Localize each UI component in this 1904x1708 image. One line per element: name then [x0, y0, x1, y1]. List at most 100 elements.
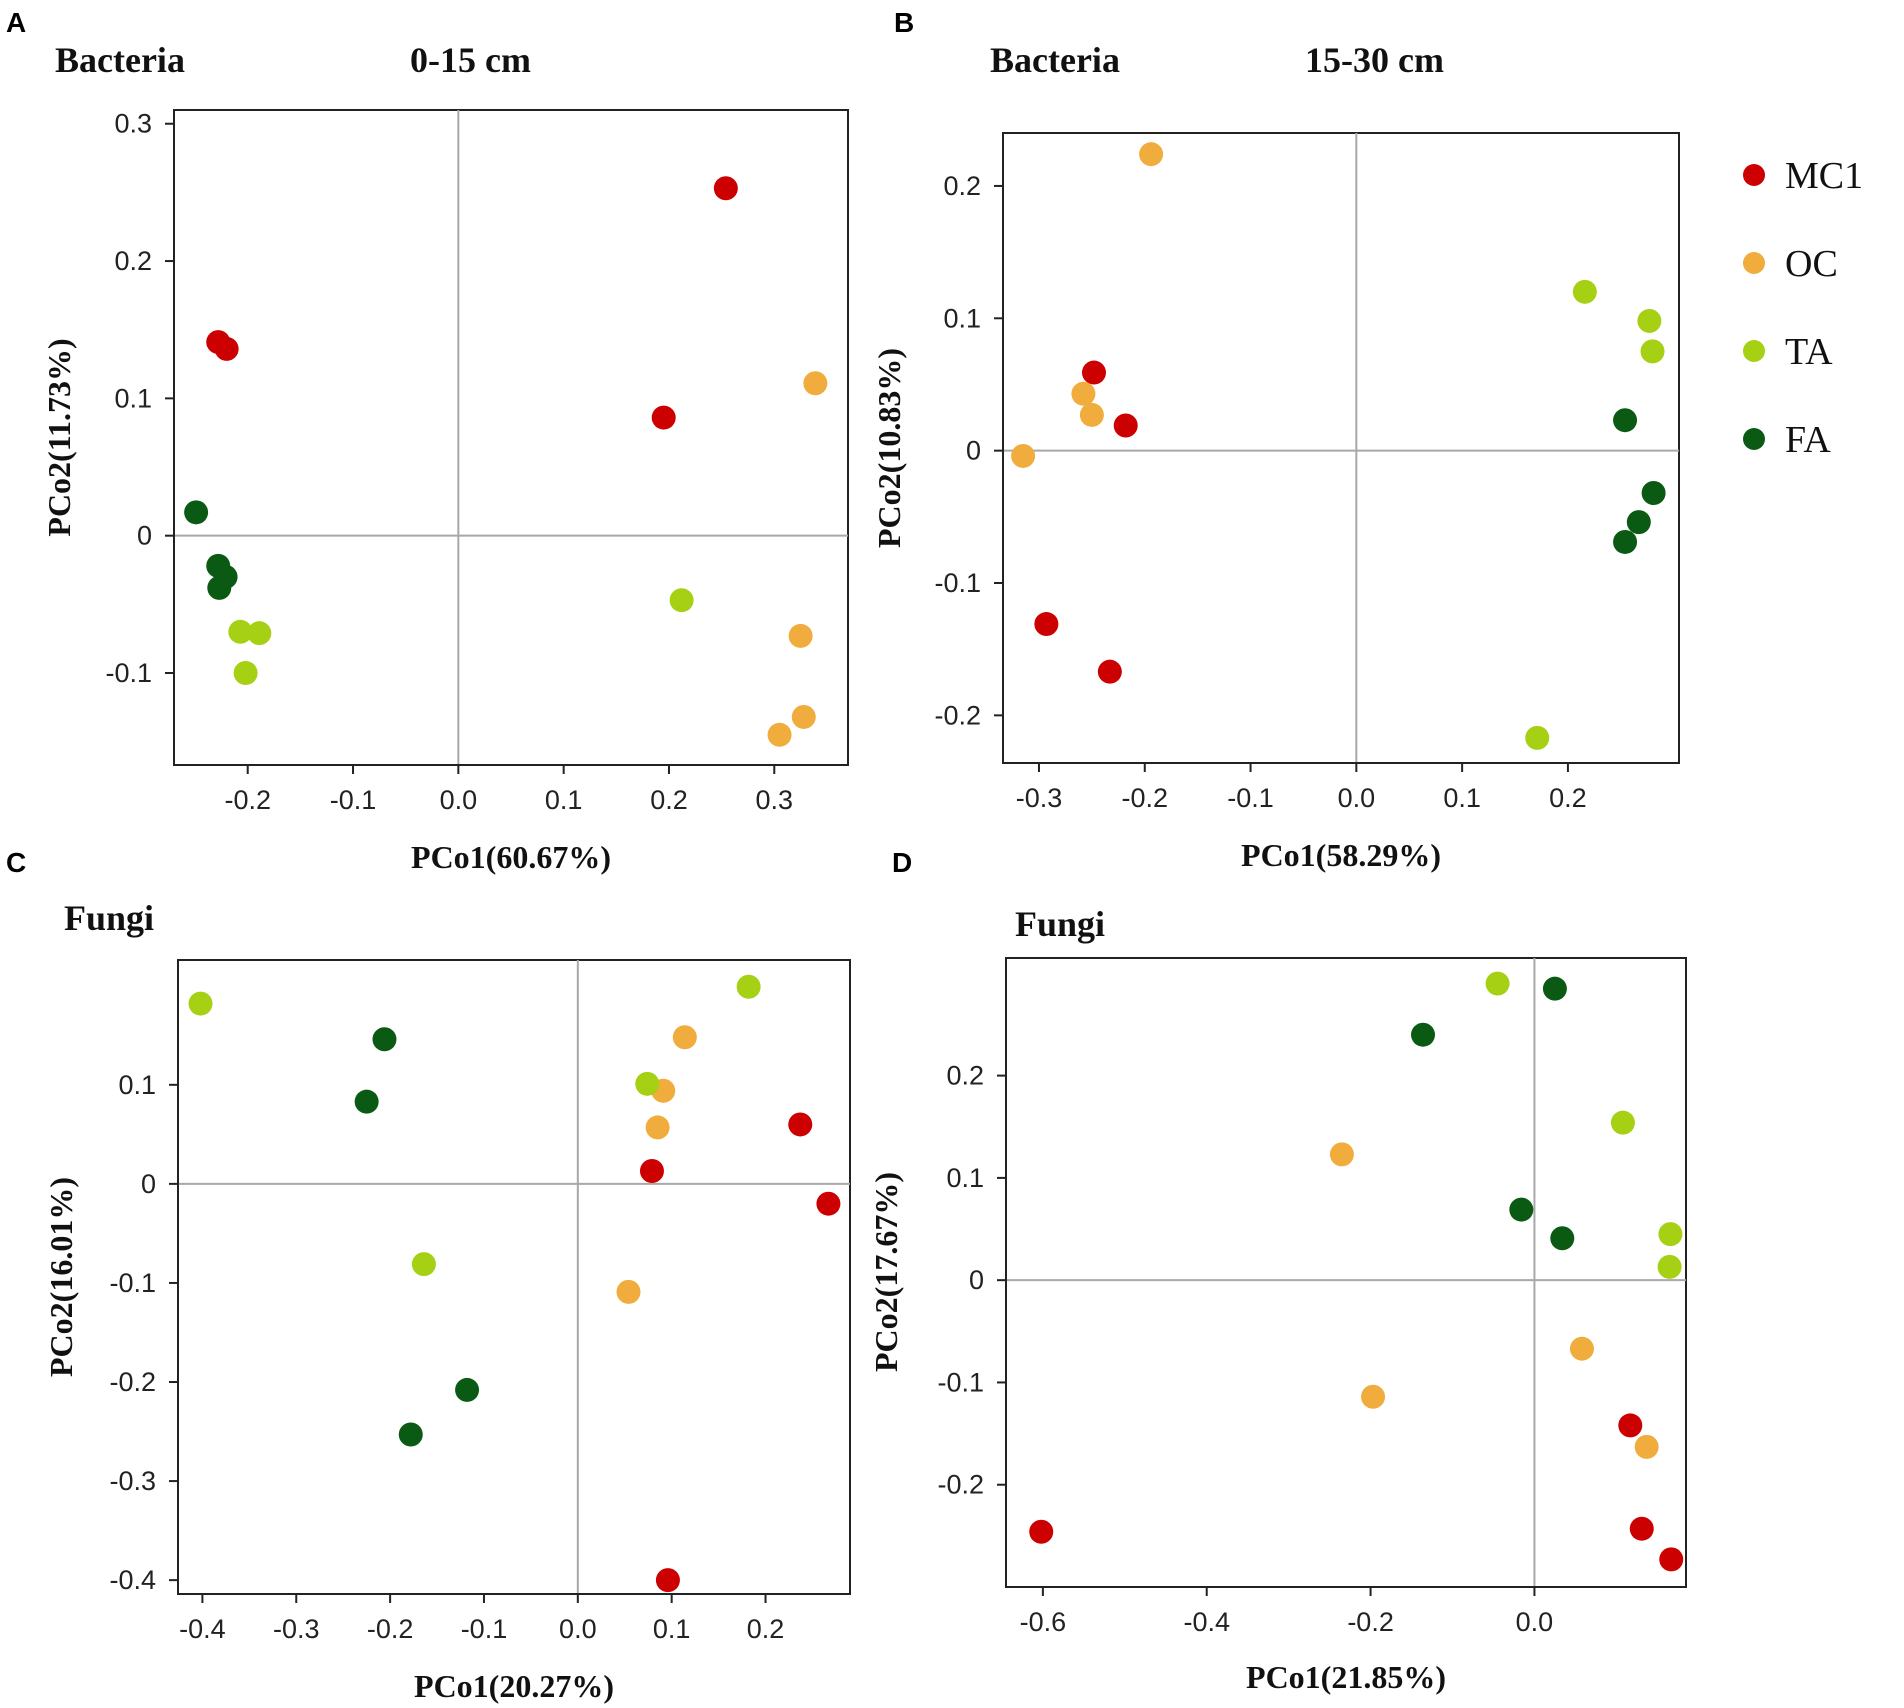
point-ta: [411, 1252, 436, 1277]
legend: MC1 OC TA FA: [1743, 155, 1863, 461]
panel-subtitle: 0-15 cm: [410, 40, 531, 80]
x-tick-label: 0.0: [559, 1614, 597, 1644]
point-fa: [372, 1027, 397, 1052]
y-axis-title: PCo2(11.73%): [41, 338, 77, 536]
point-fa: [1509, 1197, 1534, 1222]
x-ticks: -0.6 -0.4 -0.2 0.0: [1020, 1587, 1554, 1637]
legend-item-fa: FA: [1743, 419, 1831, 461]
point-ta: [635, 1071, 660, 1096]
point-ta: [1572, 279, 1597, 304]
point-mc1: [1113, 413, 1138, 438]
legend-marker: [1743, 340, 1765, 362]
x-tick-label: -0.4: [179, 1614, 226, 1644]
y-tick-label: -0.1: [105, 658, 152, 688]
point-fa: [1613, 529, 1638, 554]
point-fa: [455, 1377, 480, 1402]
x-ticks: -0.3 -0.2 -0.1 0.0 0.1 0.2: [1016, 763, 1587, 813]
y-tick-label: 0: [141, 1169, 156, 1199]
point-oc: [1329, 1142, 1354, 1167]
y-tick-label: -0.2: [937, 1470, 984, 1500]
point-oc: [788, 623, 813, 648]
x-tick-label: -0.1: [1227, 783, 1274, 813]
y-tick-label: 0.1: [114, 383, 152, 413]
y-tick-label: 0: [969, 1265, 984, 1295]
y-tick-label: -0.3: [109, 1466, 156, 1496]
x-tick-label: -0.2: [1121, 783, 1168, 813]
y-ticks: -0.4 -0.3 -0.2 -0.1 0 0.1: [109, 1070, 178, 1595]
legend-marker: [1743, 164, 1765, 186]
point-ta: [247, 621, 272, 646]
legend-label: OC: [1785, 243, 1838, 285]
x-tick-label: 0.0: [440, 785, 478, 815]
point-oc: [1634, 1434, 1659, 1459]
panel-letter: C: [6, 847, 26, 878]
point-oc: [1079, 402, 1104, 427]
y-tick-label: 0.3: [114, 109, 152, 139]
x-tick-label: -0.4: [1183, 1607, 1230, 1637]
point-oc: [791, 704, 816, 729]
x-axis-title: PCo1(58.29%): [1241, 837, 1441, 873]
panel-letter: A: [6, 7, 26, 38]
x-tick-label: 0.2: [1549, 783, 1587, 813]
point-ta: [1610, 1110, 1635, 1135]
x-tick-label: 0.2: [650, 785, 688, 815]
y-tick-label: -0.1: [937, 1367, 984, 1397]
y-tick-label: -0.4: [109, 1565, 156, 1595]
plot-frame: [177, 959, 851, 1595]
x-tick-label: 0.1: [1443, 783, 1481, 813]
legend-item-mc1: MC1: [1743, 155, 1863, 197]
y-tick-label: 0.2: [114, 246, 152, 276]
point-mc1: [1618, 1413, 1643, 1438]
panel-title: Fungi: [64, 898, 154, 938]
point-oc: [1011, 443, 1036, 468]
points: [188, 974, 841, 1593]
y-tick-label: 0: [966, 436, 981, 466]
point-mc1: [1659, 1547, 1684, 1572]
point-ta: [736, 974, 761, 999]
x-tick-label: 0.2: [747, 1614, 785, 1644]
point-oc: [645, 1115, 670, 1140]
x-tick-label: 0.0: [1516, 1607, 1554, 1637]
x-axis-title: PCo1(60.67%): [411, 839, 611, 875]
panel-letter: D: [892, 847, 912, 878]
y-tick-label: -0.1: [109, 1268, 156, 1298]
legend-label: FA: [1785, 419, 1831, 461]
point-ta: [1640, 339, 1665, 364]
point-mc1: [655, 1568, 680, 1593]
x-tick-label: -0.6: [1020, 1607, 1067, 1637]
point-ta: [1525, 725, 1550, 750]
point-fa: [1542, 976, 1567, 1001]
point-oc: [1071, 381, 1096, 406]
plot-frame: [173, 109, 849, 766]
point-mc1: [1034, 612, 1059, 637]
y-tick-label: 0.2: [943, 171, 981, 201]
y-tick-label: 0.1: [946, 1163, 984, 1193]
point-mc1: [651, 405, 676, 430]
point-fa: [1626, 510, 1651, 535]
point-mc1: [713, 176, 738, 201]
point-mc1: [788, 1112, 813, 1137]
point-fa: [1613, 408, 1638, 433]
x-tick-label: 0.1: [545, 785, 583, 815]
point-mc1: [1029, 1519, 1054, 1544]
plot-frame: [1005, 957, 1687, 1588]
point-mc1: [1081, 360, 1106, 385]
x-tick-label: -0.3: [273, 1614, 320, 1644]
point-ta: [669, 588, 694, 613]
x-tick-label: 0.1: [653, 1614, 691, 1644]
point-fa: [184, 500, 209, 525]
y-tick-label: 0.2: [946, 1061, 984, 1091]
y-tick-label: 0.1: [118, 1070, 156, 1100]
panel-title: Bacteria: [55, 40, 185, 80]
y-tick-label: 0.1: [943, 303, 981, 333]
point-ta: [233, 660, 258, 685]
legend-marker: [1743, 428, 1765, 450]
x-tick-label: 0.0: [1338, 783, 1376, 813]
point-ta: [1485, 971, 1510, 996]
point-oc: [767, 722, 792, 747]
panel-letter: B: [894, 7, 914, 38]
y-axis-title: PCo2(17.67%): [868, 1172, 904, 1372]
point-mc1: [816, 1191, 841, 1216]
panel-a: A Bacteria 0-15 cm -0.2 -0.1 0.0 0.1 0.2 0.3 …: [6, 7, 849, 875]
